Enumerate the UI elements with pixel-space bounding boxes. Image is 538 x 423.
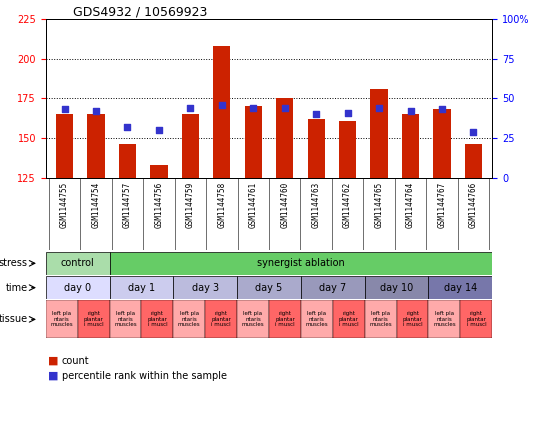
Text: GDS4932 / 10569923: GDS4932 / 10569923: [73, 5, 207, 18]
Text: tissue: tissue: [0, 314, 27, 324]
Text: count: count: [62, 356, 89, 366]
Bar: [87, 114, 105, 178]
Point: [186, 104, 195, 111]
Bar: [301, 300, 333, 338]
Bar: [276, 99, 293, 178]
Bar: [119, 144, 136, 178]
Text: GSM1144762: GSM1144762: [343, 181, 352, 228]
Text: day 10: day 10: [380, 283, 413, 293]
Point: [123, 124, 132, 130]
Text: GSM1144766: GSM1144766: [469, 181, 478, 228]
Text: right
plantar
i muscl: right plantar i muscl: [466, 311, 486, 327]
Point: [406, 108, 415, 115]
Bar: [213, 46, 230, 178]
Bar: [150, 165, 167, 178]
Text: right
plantar
i muscl: right plantar i muscl: [147, 311, 167, 327]
Text: left pla
ntaris
muscles: left pla ntaris muscles: [51, 311, 73, 327]
Bar: [110, 300, 141, 338]
Text: GSM1144758: GSM1144758: [217, 181, 226, 228]
Bar: [365, 300, 397, 338]
Bar: [110, 252, 492, 275]
Text: ■: ■: [48, 371, 59, 381]
Text: right
plantar
i muscl: right plantar i muscl: [83, 311, 103, 327]
Text: left pla
ntaris
muscles: left pla ntaris muscles: [369, 311, 392, 327]
Text: day 1: day 1: [128, 283, 155, 293]
Text: right
plantar
i muscl: right plantar i muscl: [402, 311, 422, 327]
Text: left pla
ntaris
muscles: left pla ntaris muscles: [242, 311, 264, 327]
Text: synergist ablation: synergist ablation: [257, 258, 345, 268]
Bar: [433, 110, 451, 178]
Text: GSM1144761: GSM1144761: [249, 181, 258, 228]
Text: right
plantar
i muscl: right plantar i muscl: [211, 311, 231, 327]
Text: left pla
ntaris
muscles: left pla ntaris muscles: [114, 311, 137, 327]
Point: [60, 106, 69, 113]
Bar: [301, 276, 365, 299]
Text: left pla
ntaris
muscles: left pla ntaris muscles: [178, 311, 201, 327]
Bar: [110, 276, 173, 299]
Point: [280, 104, 289, 111]
Text: GSM1144756: GSM1144756: [154, 181, 164, 228]
Text: percentile rank within the sample: percentile rank within the sample: [62, 371, 227, 381]
Bar: [77, 300, 110, 338]
Bar: [428, 300, 461, 338]
Text: day 7: day 7: [319, 283, 346, 293]
Text: right
plantar
i muscl: right plantar i muscl: [339, 311, 359, 327]
Point: [343, 109, 352, 116]
Bar: [173, 300, 205, 338]
Point: [154, 127, 163, 134]
Text: left pla
ntaris
muscles: left pla ntaris muscles: [433, 311, 456, 327]
Text: GSM1144763: GSM1144763: [312, 181, 321, 228]
Bar: [46, 276, 110, 299]
Text: control: control: [61, 258, 95, 268]
Bar: [237, 300, 269, 338]
Text: ■: ■: [48, 356, 59, 366]
Text: GSM1144765: GSM1144765: [374, 181, 384, 228]
Text: day 14: day 14: [444, 283, 477, 293]
Text: GSM1144764: GSM1144764: [406, 181, 415, 228]
Bar: [173, 276, 237, 299]
Text: GSM1144757: GSM1144757: [123, 181, 132, 228]
Bar: [182, 114, 199, 178]
Text: GSM1144760: GSM1144760: [280, 181, 289, 228]
Text: GSM1144767: GSM1144767: [437, 181, 447, 228]
Point: [312, 111, 321, 118]
Bar: [269, 300, 301, 338]
Bar: [465, 144, 482, 178]
Bar: [461, 300, 492, 338]
Bar: [339, 121, 356, 178]
Text: day 3: day 3: [192, 283, 219, 293]
Point: [437, 106, 446, 113]
Bar: [245, 106, 262, 178]
Bar: [371, 89, 388, 178]
Bar: [402, 114, 419, 178]
Text: GSM1144754: GSM1144754: [91, 181, 101, 228]
Point: [469, 128, 478, 135]
Bar: [141, 300, 173, 338]
Point: [375, 104, 384, 111]
Text: day 0: day 0: [64, 283, 91, 293]
Bar: [308, 119, 325, 178]
Point: [249, 104, 258, 111]
Text: right
plantar
i muscl: right plantar i muscl: [275, 311, 295, 327]
Bar: [205, 300, 237, 338]
Text: day 5: day 5: [256, 283, 282, 293]
Text: time: time: [5, 283, 27, 293]
Bar: [333, 300, 365, 338]
Point: [217, 102, 226, 108]
Text: GSM1144759: GSM1144759: [186, 181, 195, 228]
Bar: [237, 276, 301, 299]
Text: left pla
ntaris
muscles: left pla ntaris muscles: [306, 311, 328, 327]
Bar: [365, 276, 428, 299]
Text: stress: stress: [0, 258, 27, 268]
Bar: [56, 114, 73, 178]
Bar: [46, 300, 77, 338]
Point: [92, 108, 101, 115]
Bar: [397, 300, 428, 338]
Bar: [46, 252, 110, 275]
Text: GSM1144755: GSM1144755: [60, 181, 69, 228]
Bar: [428, 276, 492, 299]
